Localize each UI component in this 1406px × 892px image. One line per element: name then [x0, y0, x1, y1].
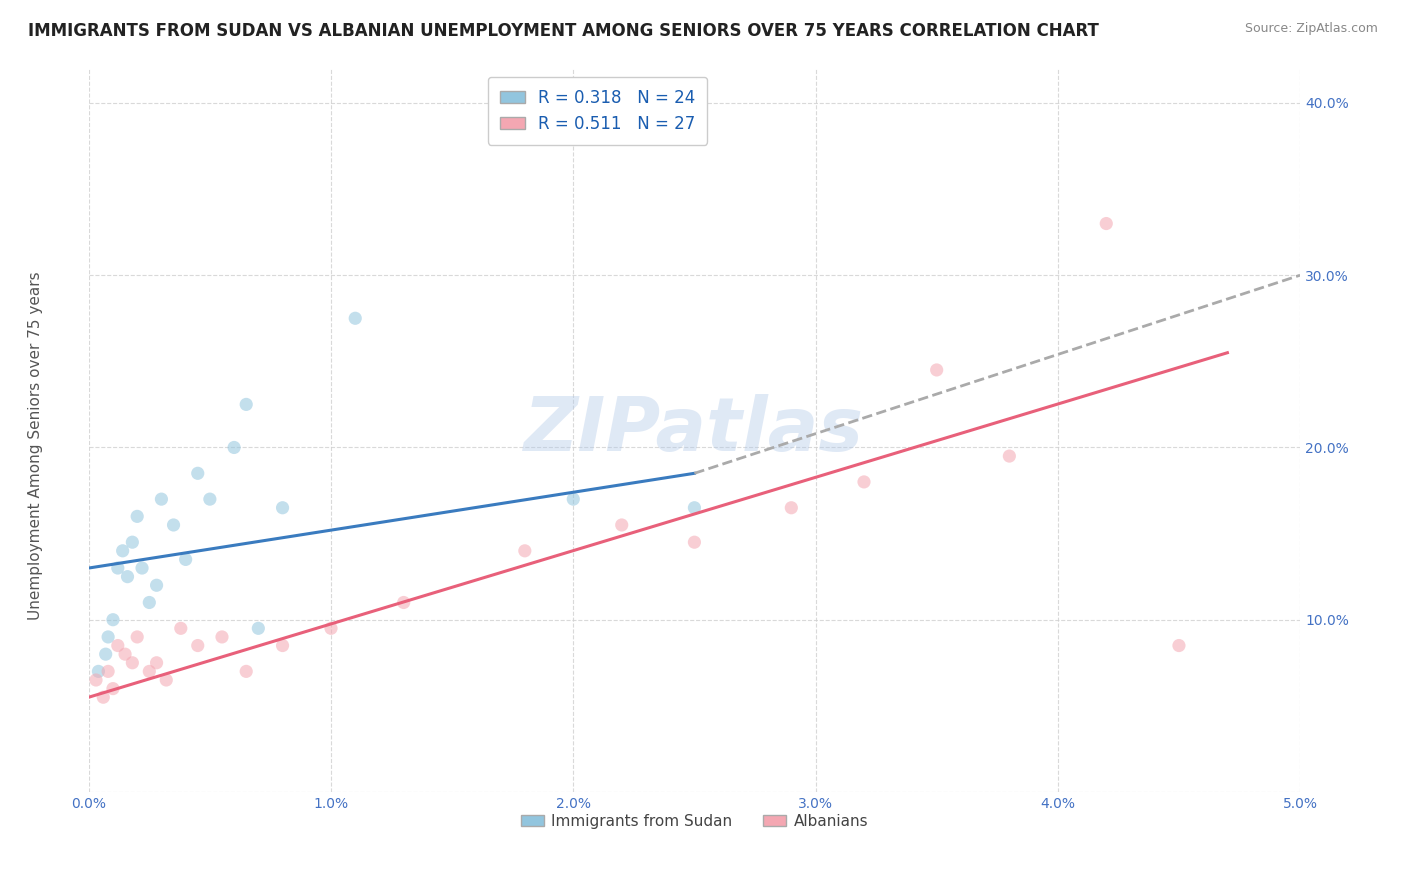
- Point: [187, 639, 209, 653]
- Point: [97, 665, 120, 679]
- Point: [138, 595, 160, 609]
- Text: IMMIGRANTS FROM SUDAN VS ALBANIAN UNEMPLOYMENT AMONG SENIORS OVER 75 YEARS CORRE: IMMIGRANTS FROM SUDAN VS ALBANIAN UNEMPL…: [28, 22, 1099, 40]
- Point: [170, 621, 193, 635]
- Point: [87, 665, 110, 679]
- Point: [101, 613, 124, 627]
- Point: [1095, 217, 1118, 231]
- Point: [187, 467, 209, 481]
- Point: [853, 475, 876, 489]
- Point: [127, 509, 149, 524]
- Point: [117, 569, 139, 583]
- Point: [101, 681, 124, 696]
- Point: [155, 673, 177, 687]
- Point: [998, 449, 1021, 463]
- Point: [235, 397, 257, 411]
- Point: [145, 656, 167, 670]
- Point: [271, 639, 294, 653]
- Point: [174, 552, 197, 566]
- Point: [121, 535, 143, 549]
- Point: [211, 630, 233, 644]
- Point: [121, 656, 143, 670]
- Point: [271, 500, 294, 515]
- Point: [138, 665, 160, 679]
- Point: [925, 363, 948, 377]
- Text: Source: ZipAtlas.com: Source: ZipAtlas.com: [1244, 22, 1378, 36]
- Point: [127, 630, 149, 644]
- Point: [319, 621, 342, 635]
- Point: [198, 492, 221, 507]
- Point: [131, 561, 153, 575]
- Point: [683, 500, 706, 515]
- Point: [114, 647, 136, 661]
- Point: [1168, 639, 1191, 653]
- Point: [344, 311, 367, 326]
- Legend: Immigrants from Sudan, Albanians: Immigrants from Sudan, Albanians: [515, 808, 875, 835]
- Point: [224, 441, 246, 455]
- Point: [94, 647, 117, 661]
- Point: [162, 518, 184, 533]
- Point: [780, 500, 803, 515]
- Text: ZIPatlas: ZIPatlas: [524, 393, 865, 467]
- Text: Unemployment Among Seniors over 75 years: Unemployment Among Seniors over 75 years: [28, 272, 42, 620]
- Point: [97, 630, 120, 644]
- Point: [84, 673, 107, 687]
- Point: [107, 561, 129, 575]
- Point: [392, 595, 415, 609]
- Point: [107, 639, 129, 653]
- Point: [150, 492, 173, 507]
- Point: [513, 544, 536, 558]
- Point: [562, 492, 585, 507]
- Point: [683, 535, 706, 549]
- Point: [91, 690, 114, 705]
- Point: [247, 621, 270, 635]
- Point: [111, 544, 134, 558]
- Point: [610, 518, 633, 533]
- Point: [235, 665, 257, 679]
- Point: [145, 578, 167, 592]
